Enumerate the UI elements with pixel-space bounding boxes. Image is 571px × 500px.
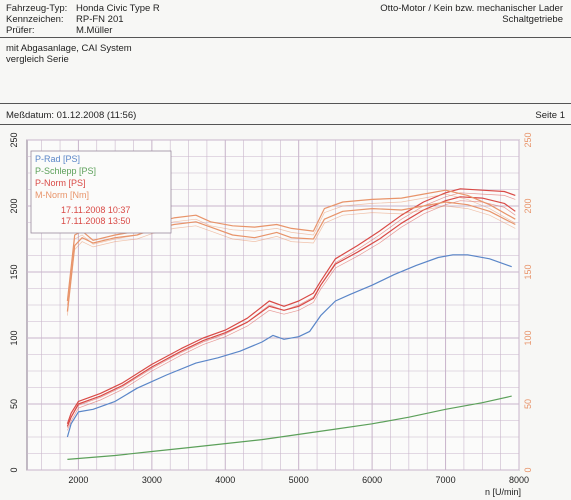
meta-divider-top <box>0 103 571 104</box>
legend-box <box>30 150 172 234</box>
m-norm-line-shadow-5 <box>67 193 516 306</box>
test-notes: mit Abgasanlage, CAI System vergleich Se… <box>6 43 132 65</box>
vehicle-info: Fahrzeug-Typ: Honda Civic Type R Kennzei… <box>6 3 160 36</box>
x-tick-label: 3000 <box>142 475 162 485</box>
x-tick-label: 5000 <box>289 475 309 485</box>
x-tick-label: 4000 <box>215 475 235 485</box>
p-norm-line-3 <box>66 188 516 424</box>
examiner-label: Prüfer: <box>6 25 35 36</box>
y-right-tick-label: 0 <box>523 467 533 472</box>
p-norm-line-2 <box>66 196 516 427</box>
y-right-tick-label: 250 <box>523 132 533 147</box>
y-left-tick-label: 200 <box>9 198 19 213</box>
x-axis-label: n [U/min] <box>485 487 521 497</box>
vehicle-type-label: Fahrzeug-Typ: <box>6 3 68 14</box>
p-rad-line-0 <box>66 254 512 438</box>
y-left-tick-label: 100 <box>9 330 19 345</box>
meta-divider-bottom <box>0 124 571 125</box>
transmission-type: Schaltgetriebe <box>502 14 563 25</box>
engine-type: Otto-Motor / Kein bzw. mechanischer Lade… <box>380 3 563 14</box>
m-norm-line-shadow-4 <box>67 205 516 316</box>
plate-row: Kennzeichen: RP-FN 201 <box>6 14 160 25</box>
vehicle-type-value: Honda Civic Type R <box>76 3 160 14</box>
m-norm-line-5 <box>66 189 516 302</box>
y-left-tick-label: 50 <box>9 399 19 409</box>
legend-entry: M-Norm [Nm] <box>35 190 89 200</box>
examiner-row: Prüfer: M.Müller <box>6 25 160 36</box>
x-tick-label: 8000 <box>509 475 529 485</box>
x-tick-label: 6000 <box>362 475 382 485</box>
x-tick-label: 2000 <box>68 475 88 485</box>
engine-info: Otto-Motor / Kein bzw. mechanischer Lade… <box>380 3 563 25</box>
x-tick-label: 7000 <box>436 475 456 485</box>
measurement-date: Meßdatum: 01.12.2008 (11:56) <box>6 110 137 121</box>
header-divider <box>0 37 571 38</box>
legend-entry: P-Rad [PS] <box>35 154 80 164</box>
note-line-1: mit Abgasanlage, CAI System <box>6 43 132 54</box>
y-left-tick-label: 150 <box>9 264 19 279</box>
p-norm-line-shadow-2 <box>67 200 516 431</box>
y-right-tick-label: 50 <box>523 399 533 409</box>
p-schlepp-line-1 <box>67 395 512 460</box>
note-line-2: vergleich Serie <box>6 54 69 65</box>
y-left-tick-label: 0 <box>9 467 19 472</box>
legend-entry: P-Norm [PS] <box>35 178 86 188</box>
y-right-tick-label: 100 <box>523 330 533 345</box>
legend-run: 17.11.2008 10:37 <box>61 205 130 215</box>
examiner-value: M.Müller <box>76 25 113 36</box>
page-number: Seite 1 <box>535 110 565 121</box>
plate-value: RP-FN 201 <box>76 14 124 25</box>
vehicle-type-row: Fahrzeug-Typ: Honda Civic Type R <box>6 3 160 14</box>
m-norm-line-4 <box>66 201 516 312</box>
y-right-tick-label: 150 <box>523 264 533 279</box>
y-right-tick-label: 200 <box>523 198 533 213</box>
p-norm-line-shadow-3 <box>67 192 516 428</box>
legend-run: 17.11.2008 13:50 <box>61 216 130 226</box>
legend-entry: P-Schlepp [PS] <box>35 166 96 176</box>
y-left-tick-label: 250 <box>9 132 19 147</box>
plate-label: Kennzeichen: <box>6 14 64 25</box>
